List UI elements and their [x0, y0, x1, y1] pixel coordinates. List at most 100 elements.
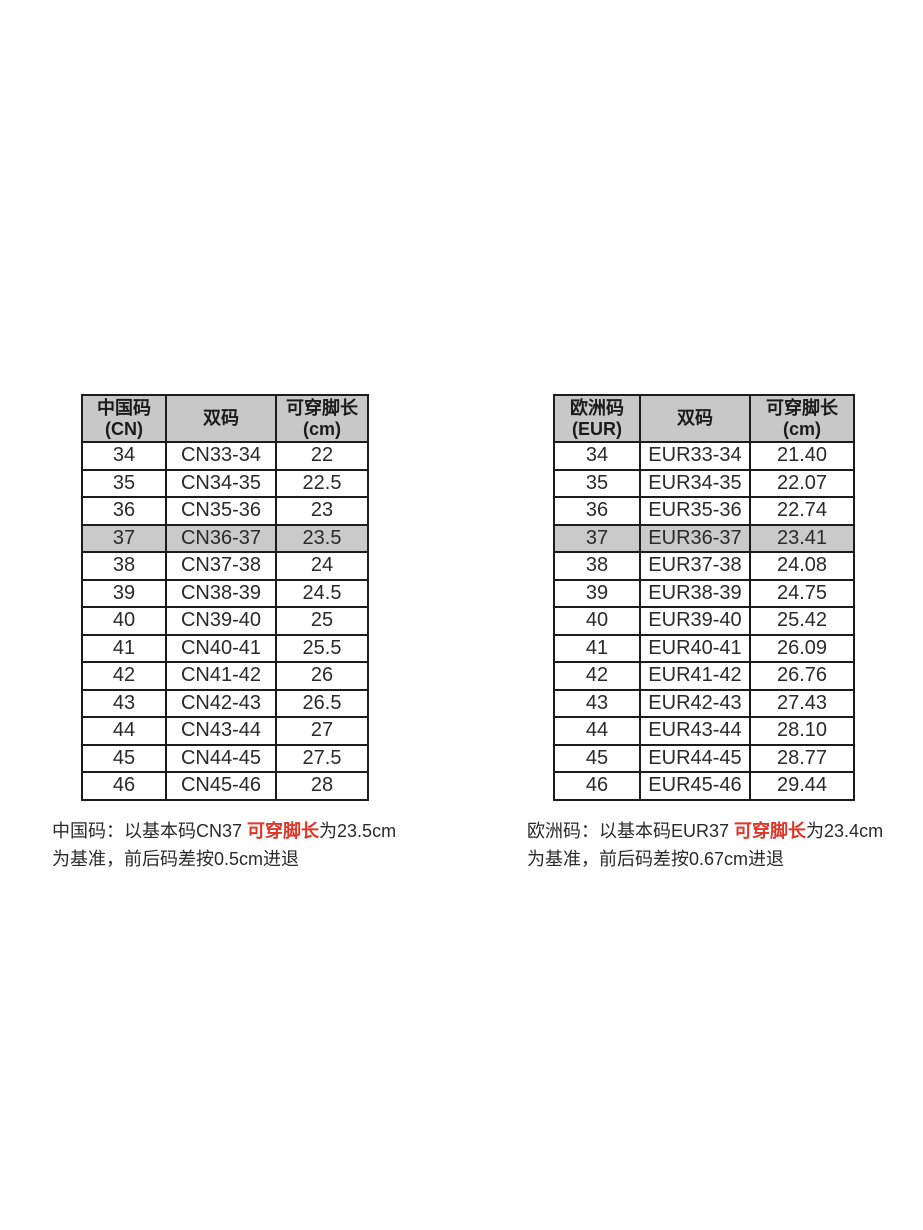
table-cell: EUR39-40: [639, 606, 751, 636]
table-cell: EUR34-35: [639, 468, 751, 498]
table-cell: 23.41: [749, 523, 855, 553]
table-cell: EUR40-41: [639, 633, 751, 663]
table-cell: 44: [553, 716, 641, 746]
table-row: 40 EUR39-40 25.42: [553, 606, 855, 636]
table-cell: 26.09: [749, 633, 855, 663]
table-cell: 25.5: [275, 633, 369, 663]
header-cell: 可穿脚长 (cm): [749, 394, 855, 443]
table-cell: 43: [81, 688, 167, 718]
table-cell: 38: [81, 551, 167, 581]
table-row: 43 EUR42-43 27.43: [553, 688, 855, 718]
cn-note-text-2: 为23.5cm: [319, 821, 397, 841]
cn-size-table: 中国码 (CN) 双码 可穿脚长 (cm) 34 CN33-34 22 35 CN34-35 22.…: [81, 394, 369, 801]
table-cell: 37: [553, 523, 641, 553]
table-cell: 27.43: [749, 688, 855, 718]
table-row: 38 CN37-38 24: [81, 551, 369, 581]
table-cell: 25: [275, 606, 369, 636]
table-cell: CN42-43: [165, 688, 277, 718]
table-cell: 24: [275, 551, 369, 581]
eur-note-text-1: 欧洲码：以基本码EUR37: [527, 821, 735, 841]
table-cell: 43: [553, 688, 641, 718]
table-row: 45 CN44-45 27.5: [81, 743, 369, 773]
table-row: 38 EUR37-38 24.08: [553, 551, 855, 581]
header-cell: 可穿脚长 (cm): [275, 394, 369, 443]
table-cell: EUR44-45: [639, 743, 751, 773]
table-row: 44 EUR43-44 28.10: [553, 716, 855, 746]
table-cell: EUR45-46: [639, 771, 751, 801]
table-cell: 34: [553, 441, 641, 471]
table-cell: CN39-40: [165, 606, 277, 636]
table-cell: 24.5: [275, 578, 369, 608]
table-row: 40 CN39-40 25: [81, 606, 369, 636]
table-row: 35 CN34-35 22.5: [81, 468, 369, 498]
table-cell: 24.75: [749, 578, 855, 608]
table-cell: EUR33-34: [639, 441, 751, 471]
cn-size-note: 中国码：以基本码CN37 可穿脚长为23.5cm 为基准，前后码差按0.5cm进…: [52, 817, 396, 873]
table-cell: 42: [553, 661, 641, 691]
table-cell: 22.07: [749, 468, 855, 498]
table-cell: EUR35-36: [639, 496, 751, 526]
table-row: 41 CN40-41 25.5: [81, 633, 369, 663]
table-cell: 41: [553, 633, 641, 663]
table-cell: CN37-38: [165, 551, 277, 581]
table-row: 34 EUR33-34 21.40: [553, 441, 855, 471]
table-cell: 22: [275, 441, 369, 471]
table-row: 41 EUR40-41 26.09: [553, 633, 855, 663]
table-cell: 35: [81, 468, 167, 498]
cn-note-text-1: 中国码：以基本码CN37: [52, 821, 248, 841]
table-cell: 34: [81, 441, 167, 471]
table-row: 37 CN36-37 23.5: [81, 523, 369, 553]
header-cell: 欧洲码 (EUR): [553, 394, 641, 443]
table-cell: 27.5: [275, 743, 369, 773]
header-row: 欧洲码 (EUR) 双码 可穿脚长 (cm): [553, 394, 855, 443]
table-cell: 46: [553, 771, 641, 801]
eur-note-text-3: 为基准，前后码差按0.67cm进退: [527, 849, 785, 869]
table-row: 39 CN38-39 24.5: [81, 578, 369, 608]
table-row: 34 CN33-34 22: [81, 441, 369, 471]
table-cell: 23: [275, 496, 369, 526]
table-row: 46 EUR45-46 29.44: [553, 771, 855, 801]
table-row: 45 EUR44-45 28.77: [553, 743, 855, 773]
table-cell: 36: [553, 496, 641, 526]
table-row: 43 CN42-43 26.5: [81, 688, 369, 718]
table-cell: 36: [81, 496, 167, 526]
header-cell: 双码: [165, 394, 277, 443]
table-row: 36 EUR35-36 22.74: [553, 496, 855, 526]
table-cell: EUR36-37: [639, 523, 751, 553]
table-cell: 21.40: [749, 441, 855, 471]
table-row: 44 CN43-44 27: [81, 716, 369, 746]
table-cell: CN33-34: [165, 441, 277, 471]
table-cell: 38: [553, 551, 641, 581]
table-cell: 28.10: [749, 716, 855, 746]
table-cell: 39: [81, 578, 167, 608]
table-cell: 23.5: [275, 523, 369, 553]
cn-note-highlight: 可穿脚长: [247, 821, 320, 841]
header-cell: 中国码 (CN): [81, 394, 167, 443]
eur-note-highlight: 可穿脚长: [734, 821, 807, 841]
table-cell: CN45-46: [165, 771, 277, 801]
table-cell: 26.5: [275, 688, 369, 718]
table-cell: 28.77: [749, 743, 855, 773]
table-cell: 45: [81, 743, 167, 773]
table-cell: 26.76: [749, 661, 855, 691]
table-cell: EUR43-44: [639, 716, 751, 746]
eur-size-note: 欧洲码：以基本码EUR37 可穿脚长为23.4cm 为基准，前后码差按0.67c…: [527, 817, 883, 873]
table-cell: 40: [553, 606, 641, 636]
table-cell: 22.5: [275, 468, 369, 498]
table-cell: CN38-39: [165, 578, 277, 608]
table-cell: CN44-45: [165, 743, 277, 773]
table-row: 46 CN45-46 28: [81, 771, 369, 801]
table-cell: EUR41-42: [639, 661, 751, 691]
table-cell: 22.74: [749, 496, 855, 526]
header-row: 中国码 (CN) 双码 可穿脚长 (cm): [81, 394, 369, 443]
table-row: 42 EUR41-42 26.76: [553, 661, 855, 691]
table-row: 36 CN35-36 23: [81, 496, 369, 526]
table-cell: CN43-44: [165, 716, 277, 746]
table-cell: 46: [81, 771, 167, 801]
table-cell: 44: [81, 716, 167, 746]
table-cell: 27: [275, 716, 369, 746]
table-row: 37 EUR36-37 23.41: [553, 523, 855, 553]
table-cell: 24.08: [749, 551, 855, 581]
table-row: 42 CN41-42 26: [81, 661, 369, 691]
